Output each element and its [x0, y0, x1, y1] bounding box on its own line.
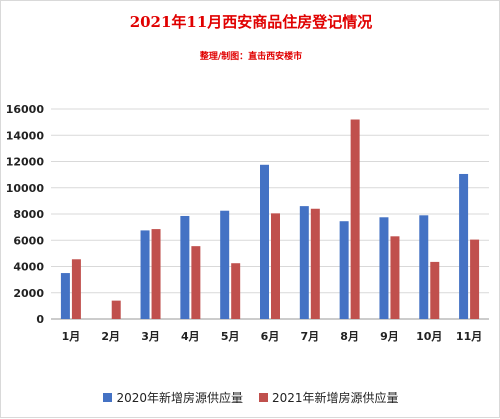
- bar-2021-7: [310, 208, 320, 319]
- legend-item-2020: 2020年新增房源供应量: [103, 389, 243, 406]
- y-tick-label-4000: 4000: [13, 261, 44, 274]
- chart-title: 2021年11月西安商品住房登记情况: [129, 13, 373, 31]
- x-tick-label-7: 7月: [300, 330, 319, 343]
- bar-2020-9: [379, 217, 389, 319]
- y-tick-label-0: 0: [36, 313, 44, 326]
- bar-2021-2: [111, 300, 121, 319]
- x-tick-label-8: 8月: [340, 330, 359, 343]
- x-tick-label-1: 1月: [62, 330, 81, 343]
- legend-label-2021: 2021年新增房源供应量: [272, 391, 399, 405]
- bar-2021-8: [350, 119, 360, 319]
- x-tick-label-10: 10月: [416, 330, 442, 343]
- bar-2021-6: [271, 213, 280, 319]
- x-tick-label-4: 4月: [181, 330, 200, 343]
- x-tick-label-6: 6月: [261, 330, 280, 343]
- bar-2020-7: [299, 206, 309, 319]
- legend-item-2021: 2021年新增房源供应量: [259, 389, 399, 406]
- y-tick-label-12000: 12000: [6, 156, 45, 169]
- legend-swatch-2020: [103, 393, 113, 402]
- bar-2021-1: [71, 259, 81, 319]
- bar-2020-4: [180, 215, 190, 319]
- bar-2020-8: [339, 221, 349, 319]
- bar-2021-10: [430, 261, 440, 319]
- bar-2020-1: [60, 273, 70, 319]
- x-tick-label-2: 2月: [101, 330, 120, 343]
- bar-2020-11: [459, 173, 469, 319]
- bar-2020-5: [220, 210, 230, 319]
- chart-subtitle: 整理/制图：直击西安楼市: [199, 52, 303, 62]
- bar-2021-4: [191, 246, 201, 319]
- bar-2021-9: [390, 236, 400, 319]
- bar-2021-5: [231, 263, 241, 319]
- bar-2021-11: [470, 239, 480, 319]
- y-tick-label-6000: 6000: [13, 234, 44, 247]
- chart-legend: 2020年新增房源供应量 2021年新增房源供应量: [1, 389, 500, 406]
- legend-swatch-2021: [259, 393, 268, 402]
- bar-2021-3: [151, 229, 161, 319]
- x-tick-label-9: 9月: [380, 330, 399, 343]
- x-tick-label-3: 3月: [141, 330, 160, 343]
- y-tick-label-10000: 10000: [6, 182, 45, 195]
- bar-2020-6: [260, 164, 269, 319]
- y-tick-label-8000: 8000: [13, 208, 44, 221]
- x-tick-label-5: 5月: [221, 330, 240, 343]
- y-tick-label-16000: 16000: [6, 103, 45, 116]
- legend-label-2020: 2020年新增房源供应量: [116, 391, 243, 405]
- y-tick-label-14000: 14000: [6, 129, 45, 142]
- x-tick-label-11: 11月: [456, 330, 482, 343]
- y-tick-label-2000: 2000: [13, 287, 44, 300]
- bar-2020-10: [419, 215, 429, 319]
- bar-2020-3: [140, 230, 150, 319]
